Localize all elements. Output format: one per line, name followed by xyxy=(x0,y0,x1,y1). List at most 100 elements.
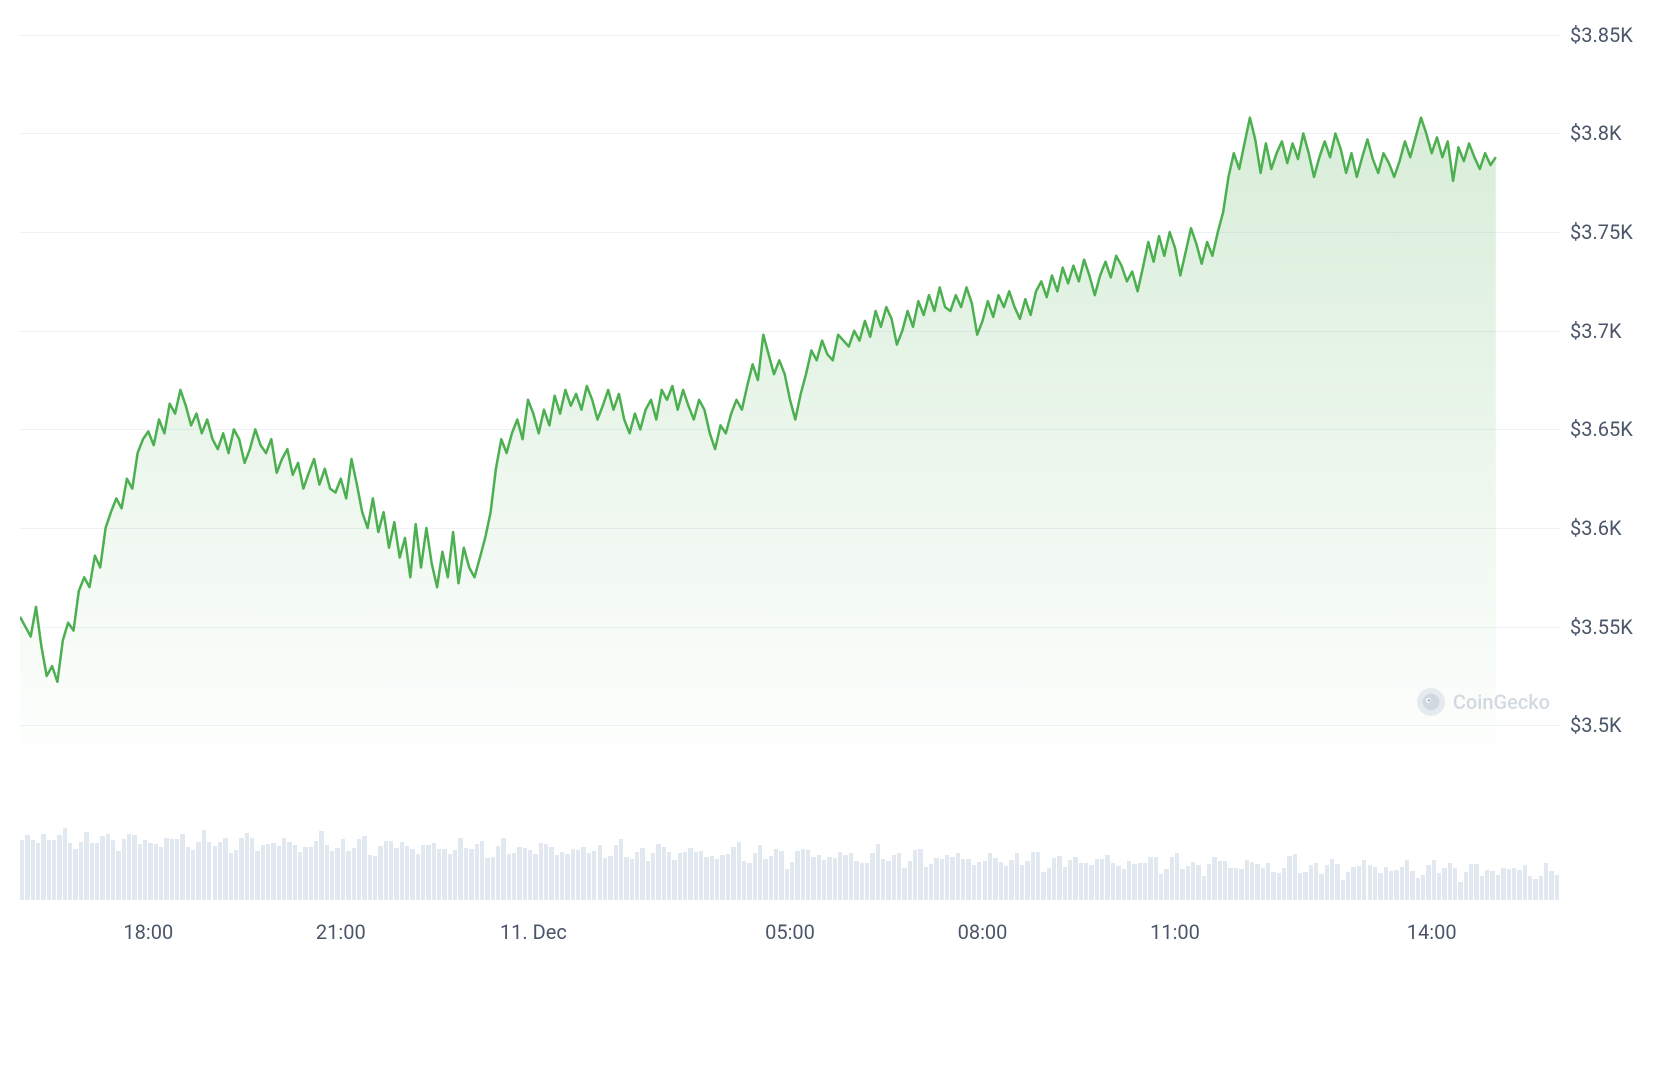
x-tick-label: 18:00 xyxy=(123,920,173,944)
volume-bar xyxy=(282,838,286,900)
volume-bar xyxy=(57,835,61,900)
y-tick-label: $3.5K xyxy=(1570,713,1622,737)
volume-bar xyxy=(148,843,152,900)
volume-bar xyxy=(1122,869,1126,900)
volume-bar xyxy=(849,853,853,900)
volume-bar xyxy=(73,849,77,900)
volume-bar xyxy=(1357,866,1361,900)
chart-container: $3.5K$3.55K$3.6K$3.65K$3.7K$3.75K$3.8K$3… xyxy=(0,0,1656,1078)
volume-bar xyxy=(1159,874,1163,900)
volume-bar xyxy=(860,863,864,900)
volume-bar xyxy=(437,849,441,900)
x-tick-label: 11:00 xyxy=(1150,920,1200,944)
volume-bar xyxy=(389,841,393,900)
volume-bar xyxy=(763,859,767,900)
volume-bar xyxy=(170,839,174,900)
volume-bar xyxy=(234,850,238,900)
volume-bar xyxy=(1234,868,1238,900)
volume-bar xyxy=(202,830,206,900)
volume-bar xyxy=(319,831,323,900)
volume-bar xyxy=(892,855,896,900)
volume-bar xyxy=(731,847,735,900)
volume-bar xyxy=(817,855,821,900)
volume-bar xyxy=(779,851,783,900)
volume-bar xyxy=(1303,872,1307,900)
volume-bar xyxy=(983,861,987,900)
volume-bar xyxy=(795,851,799,900)
volume-bar xyxy=(79,842,83,900)
volume-bar xyxy=(1025,861,1029,900)
volume-bar xyxy=(587,853,591,900)
x-axis: 18:0021:0011. Dec05:0008:0011:0014:00 xyxy=(20,920,1560,960)
volume-chart[interactable] xyxy=(20,790,1560,900)
volume-bar xyxy=(1539,876,1543,900)
volume-bar xyxy=(528,850,532,900)
price-chart[interactable] xyxy=(20,25,1560,745)
volume-bar xyxy=(1501,868,1505,900)
volume-bar xyxy=(1469,864,1473,900)
volume-bar xyxy=(1052,858,1056,900)
volume-bar xyxy=(1068,860,1072,900)
volume-bar xyxy=(352,848,356,900)
volume-bar xyxy=(581,847,585,900)
volume-bar xyxy=(1202,876,1206,900)
volume-bar xyxy=(335,848,339,900)
volume-bar xyxy=(897,853,901,900)
volume-bar xyxy=(261,845,265,900)
volume-bar xyxy=(426,845,430,901)
volume-bar xyxy=(100,836,104,900)
volume-bar xyxy=(25,835,29,900)
volume-bar xyxy=(1250,862,1254,900)
volume-bar xyxy=(159,847,163,900)
volume-bar xyxy=(458,838,462,900)
volume-bar xyxy=(63,828,67,900)
volume-bar xyxy=(1164,869,1168,900)
volume-bar xyxy=(929,864,933,900)
volume-bar xyxy=(1351,867,1355,901)
volume-bar xyxy=(1507,869,1511,900)
volume-bar xyxy=(1186,866,1190,900)
y-tick-label: $3.75K xyxy=(1570,220,1633,244)
volume-bar xyxy=(1047,868,1051,900)
volume-bar xyxy=(603,858,607,900)
volume-bar xyxy=(886,861,890,901)
volume-bar xyxy=(656,844,660,900)
volume-bar xyxy=(624,857,628,900)
volume-bar xyxy=(988,853,992,901)
volume-bar xyxy=(127,834,131,900)
volume-bar xyxy=(191,850,195,900)
volume-bar xyxy=(1544,863,1548,900)
volume-bar xyxy=(619,839,623,900)
volume-bar xyxy=(106,834,110,900)
volume-bar xyxy=(1148,857,1152,900)
volume-bar xyxy=(913,850,917,900)
volume-bar xyxy=(1528,876,1532,900)
volume-bar xyxy=(1464,872,1468,900)
volume-bar xyxy=(870,853,874,900)
volume-bar xyxy=(918,849,922,900)
volume-bar xyxy=(442,849,446,900)
y-tick-label: $3.8K xyxy=(1570,121,1622,145)
y-tick-label: $3.65K xyxy=(1570,417,1633,441)
volume-bar xyxy=(940,859,944,900)
volume-bar xyxy=(31,840,35,900)
volume-bar xyxy=(1400,867,1404,900)
volume-bar xyxy=(1335,864,1339,900)
volume-bar xyxy=(1523,865,1527,900)
volume-bar xyxy=(1282,868,1286,900)
volume-bar xyxy=(1362,860,1366,900)
watermark: CoinGecko xyxy=(1417,688,1550,716)
volume-bar xyxy=(1405,860,1409,901)
volume-bar xyxy=(309,847,313,900)
volume-bar xyxy=(999,862,1003,900)
volume-bar xyxy=(1031,852,1035,900)
volume-bar xyxy=(1170,857,1174,900)
volume-bar xyxy=(1368,865,1372,900)
volume-bar xyxy=(475,844,479,900)
volume-bar xyxy=(1309,865,1313,900)
volume-bar xyxy=(678,853,682,900)
volume-bar xyxy=(790,862,794,900)
volume-bar xyxy=(1474,864,1478,900)
volume-bar xyxy=(20,840,24,900)
volume-bar xyxy=(330,851,334,900)
